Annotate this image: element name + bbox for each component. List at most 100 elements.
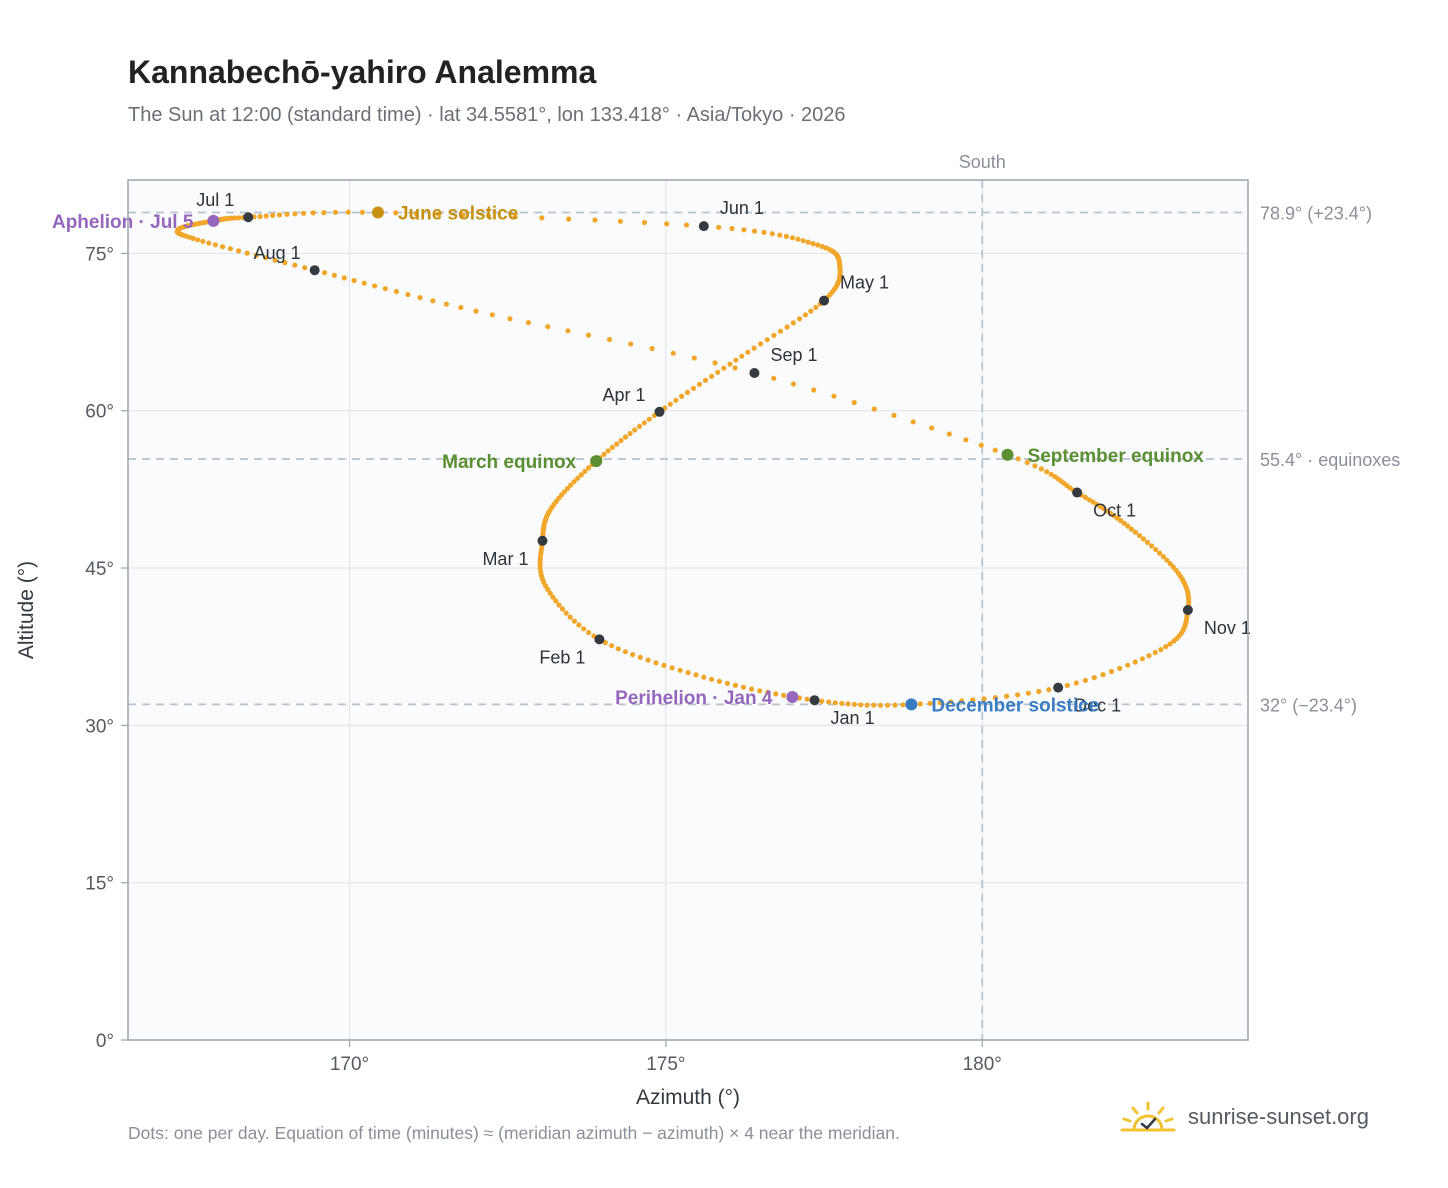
event-label: December solstice [931, 695, 1099, 716]
daily-sun-dot [864, 702, 870, 708]
daily-sun-dot [691, 355, 697, 361]
daily-sun-dot [1136, 532, 1142, 539]
daily-sun-dot [581, 626, 587, 632]
daily-sun-dot [891, 412, 897, 418]
daily-sun-dot [632, 427, 638, 433]
daily-sun-dot [673, 397, 679, 403]
daily-sun-dot [1164, 557, 1170, 563]
daily-sun-dot [970, 697, 976, 703]
daily-sun-dot [206, 240, 212, 246]
x-axis-label: Azimuth (°) [636, 1086, 740, 1109]
daily-sun-dot [1153, 546, 1159, 553]
daily-sun-dot [900, 702, 906, 708]
daily-sun-dot [458, 304, 464, 311]
chart-subtitle: The Sun at 12:00 (standard time) · lat 3… [128, 104, 846, 126]
daily-sun-dot [460, 212, 466, 218]
chart-title: Kannabechō-yahiro Analemma [128, 54, 597, 90]
daily-sun-dot [992, 447, 998, 453]
daily-sun-dot [839, 700, 845, 707]
daily-sun-dot [784, 324, 790, 330]
daily-sun-dot [301, 210, 307, 216]
daily-sun-dot [564, 485, 571, 492]
month-marker [819, 295, 830, 306]
daily-sun-dot [322, 270, 328, 276]
month-marker [1053, 682, 1064, 693]
daily-sun-dot [1167, 641, 1173, 647]
daily-sun-dot [351, 277, 357, 284]
x-tick-label: 180° [963, 1054, 1002, 1075]
daily-sun-dot [556, 602, 562, 608]
daily-sun-dot [1025, 690, 1031, 696]
daily-sun-dot [946, 431, 952, 437]
month-label: Jan 1 [831, 708, 875, 728]
daily-sun-dot [948, 699, 954, 705]
daily-sun-dot [1152, 649, 1158, 656]
daily-sun-dot [253, 252, 259, 258]
month-marker [749, 367, 760, 378]
event-label: March equinox [442, 452, 577, 473]
daily-sun-dot [804, 696, 810, 702]
month-marker [243, 212, 254, 223]
daily-sun-dot [724, 680, 731, 687]
daily-sun-dot [978, 442, 984, 448]
month-marker [698, 221, 709, 232]
daily-sun-dot [1128, 526, 1135, 532]
daily-sun-dot [236, 248, 242, 254]
daily-sun-dot [667, 401, 673, 407]
daily-sun-dot [773, 691, 779, 697]
daily-sun-dot [585, 332, 592, 338]
y-tick-label: 15° [85, 874, 114, 895]
daily-sun-dot [413, 210, 419, 217]
daily-sun-dot [630, 652, 636, 658]
daily-sun-dot [1121, 520, 1127, 526]
altitude-reference-label: 32° (−23.4°) [1260, 695, 1357, 715]
daily-sun-dot [670, 350, 676, 356]
daily-sun-dot [641, 420, 648, 426]
daily-sun-dot [436, 211, 442, 217]
daily-sun-dot [729, 225, 735, 232]
daily-sun-dot [292, 262, 298, 268]
daily-sun-dot [361, 280, 367, 286]
daily-sun-dot [473, 308, 479, 314]
daily-sun-dot [815, 242, 821, 248]
daily-sun-dot [212, 242, 218, 248]
grid-lines [128, 180, 1248, 1041]
daily-sun-dot [566, 216, 572, 222]
daily-sun-dot [832, 700, 838, 706]
daily-sun-dot [732, 682, 739, 688]
daily-sun-dot [244, 250, 250, 256]
daily-sun-dot [1052, 474, 1058, 480]
daily-sun-dot [645, 657, 651, 663]
daily-sun-dot [758, 341, 764, 347]
daily-sun-dot [547, 590, 553, 596]
y-axis-label: Altitude (°) [15, 561, 38, 659]
south-label: South [959, 152, 1006, 172]
daily-sun-dot [1108, 668, 1115, 675]
footnote: Dots: one per day. Equation of time (min… [128, 1123, 900, 1143]
daily-sun-dot [1149, 543, 1155, 549]
daily-sun-dot [751, 228, 758, 234]
daily-sun-dot [485, 213, 492, 219]
daily-sun-dot [1015, 692, 1021, 698]
daily-sun-dot [741, 227, 747, 233]
brand-link[interactable]: sunrise-sunset.org [1120, 1100, 1369, 1134]
daily-sun-dot [769, 231, 775, 237]
month-label: Apr 1 [602, 385, 645, 405]
daily-sun-dot [284, 211, 290, 217]
daily-sun-dot [1046, 687, 1052, 693]
event-label: September equinox [1028, 446, 1205, 467]
daily-sun-dot [771, 375, 777, 381]
daily-sun-dot [592, 217, 598, 223]
daily-sun-dot [690, 385, 697, 391]
daily-sun-dot [910, 419, 916, 425]
daily-sun-dot [649, 345, 655, 352]
event-label: Perihelion · Jan 4 [615, 688, 773, 709]
daily-sun-dot [981, 696, 987, 702]
event-markers: June solstice March equinox September equi… [52, 204, 1204, 717]
daily-sun-dot [1125, 662, 1131, 668]
daily-sun-dot [571, 479, 577, 485]
month-label: Jun 1 [720, 198, 764, 218]
daily-sun-dot [712, 360, 718, 366]
daily-sun-dot [851, 701, 858, 708]
daily-sun-dot [1036, 688, 1042, 695]
